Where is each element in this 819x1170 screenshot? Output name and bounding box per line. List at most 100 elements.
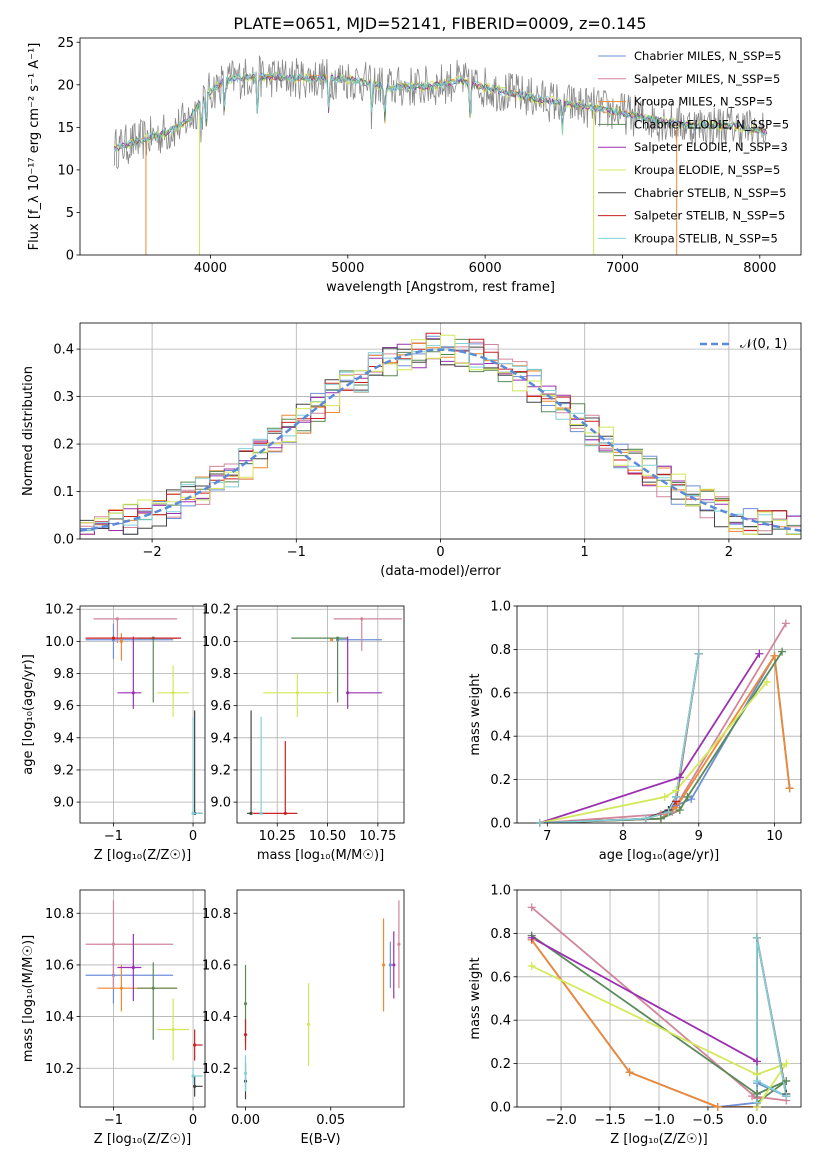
y-tick-label: 0.0 (490, 1101, 511, 1116)
plus-marker (781, 619, 790, 628)
y-tick-label: 20 (57, 78, 74, 93)
axes-frame (236, 889, 405, 1108)
x-axis-label: Z [log₁₀(Z/Z☉)] (610, 1132, 707, 1147)
legend-entry: Salpeter MILES, N_SSP=5 (634, 72, 780, 86)
y-tick-label: 10.4 (202, 1010, 231, 1025)
plus-marker (752, 1076, 761, 1085)
y-tick-label: 10.4 (45, 1010, 74, 1025)
y-tick-label: 0.2 (490, 773, 511, 788)
data-point (191, 1074, 195, 1078)
y-tick-label: 0.4 (490, 1014, 511, 1029)
model-kroupa-stelib (113, 71, 767, 153)
plus-marker (656, 814, 665, 823)
x-tick-label: 4000 (194, 261, 227, 276)
legend-entry: 𝒩(0, 1) (740, 337, 787, 352)
y-tick-label: 0.8 (490, 927, 511, 942)
y-axis-label: Flux [f_λ 10⁻¹⁷ erg cm⁻² s⁻¹ A⁻¹] (27, 43, 42, 251)
y-axis-label: mass weight (468, 673, 483, 755)
y-tick-label: 10.6 (202, 958, 231, 973)
plus-marker (527, 961, 536, 970)
panel-residuals: −2 −1 0 1 2 0.0 0.1 0.2 0.3 0.4 (data-model)/error… (21, 322, 802, 579)
data-point (388, 963, 392, 967)
plot-area (85, 617, 203, 815)
data-point (381, 963, 386, 967)
data-point (171, 1027, 175, 1032)
y-tick-label: 0.4 (53, 343, 74, 358)
y-axis-label: Normed distribution (21, 366, 36, 496)
y-axis-label: age [log₁₀(age/yr)] (21, 654, 36, 775)
weight-line (531, 906, 787, 1102)
axes-frame (236, 605, 405, 824)
plot-area (85, 900, 203, 1097)
plus-marker (675, 773, 684, 782)
y-tick-label: 9.6 (53, 699, 74, 714)
x-tick-label: 0 (189, 1113, 197, 1128)
y-tick-label: 9.0 (53, 796, 74, 811)
data-point (131, 691, 135, 695)
data-point (259, 811, 263, 815)
x-axis-label: E(B-V) (300, 1132, 340, 1147)
x-axis-label: age [log₁₀(age/yr)] (599, 848, 720, 863)
weight-line (531, 934, 787, 1104)
y-tick-label: 1.0 (490, 600, 511, 615)
y-tick-label: 0.2 (53, 438, 74, 453)
x-tick-label: 10.75 (359, 829, 396, 844)
data-point (243, 1033, 248, 1037)
axes-frame (79, 37, 802, 256)
y-tick-label: 9.0 (210, 796, 231, 811)
histogram-kroupa-elodie (80, 334, 801, 535)
data-point (249, 811, 253, 815)
y-tick-label: 9.2 (210, 763, 231, 778)
panel-massweight-vs-age: 7 8 9 10 0.0 0.2 0.4 0.6 0.8 1.0 age [log₁₀(age/yr… (468, 600, 802, 863)
y-tick-label: 9.8 (53, 667, 74, 682)
data-point (397, 942, 401, 946)
legend-entry: Chabrier MILES, N_SSP=5 (634, 49, 781, 63)
plus-marker (535, 819, 544, 827)
y-tick-label: 10.8 (202, 907, 231, 922)
x-axis-label: mass [log₁₀(M/M☉)] (257, 848, 384, 863)
x-axis-label: wavelength [Angstrom, rest frame] (326, 280, 555, 295)
plus-marker (748, 1092, 757, 1101)
data-point (346, 691, 350, 695)
y-tick-label: 9.4 (210, 731, 231, 746)
panel-age-vs-Z: −1 0 9.0 9.2 9.4 9.6 9.8 10.0 10.2 Z [log₁₀(Z/Z☉)… (21, 603, 206, 863)
x-tick-label: −2.0 (545, 1113, 577, 1128)
x-tick-label: 9 (695, 829, 703, 844)
data-point (243, 1071, 248, 1076)
plus-marker (675, 805, 684, 814)
x-tick-label: 2 (725, 545, 733, 560)
x-axis-label: Z [log₁₀(Z/Z☉)] (94, 1132, 191, 1147)
x-tick-label: −1 (104, 1113, 123, 1128)
x-axis-label: Z [log₁₀(Z/Z☉)] (94, 848, 191, 863)
observed-spectrum (113, 55, 767, 170)
plus-marker (762, 677, 771, 686)
y-axis-label: mass [log₁₀(M/M☉)] (21, 935, 36, 1062)
data-point (392, 963, 396, 967)
plus-marker (782, 1059, 791, 1068)
weight-line (530, 939, 757, 1107)
y-tick-label: 0.0 (53, 533, 74, 548)
data-point (115, 617, 120, 621)
data-point (119, 986, 124, 990)
data-point (171, 691, 175, 695)
y-tick-label: 9.8 (210, 667, 231, 682)
data-point (111, 942, 116, 946)
data-point (111, 636, 116, 640)
data-point (243, 1002, 248, 1006)
plus-marker (752, 1089, 761, 1098)
x-tick-label: −1.0 (643, 1113, 675, 1128)
plot-area (80, 332, 801, 535)
legend-entry: Chabrier STELIB, N_SSP=5 (634, 186, 786, 200)
plus-marker (664, 808, 673, 817)
y-tick-label: 15 (57, 121, 74, 136)
x-axis-label: (data-model)/error (380, 564, 501, 579)
plus-marker (785, 784, 794, 793)
x-tick-label: −1 (104, 829, 123, 844)
data-point (306, 1022, 311, 1026)
y-tick-label: 9.2 (53, 763, 74, 778)
plus-marker (660, 792, 669, 801)
x-tick-label: 0 (436, 545, 444, 560)
panel-massweight-vs-Z: −2.0 −1.5 −1.0 −0.5 0.0 0.0 0.2 0.4 0.6 0.8 1.0 Z [… (468, 884, 802, 1147)
y-tick-label: 1.0 (490, 884, 511, 899)
